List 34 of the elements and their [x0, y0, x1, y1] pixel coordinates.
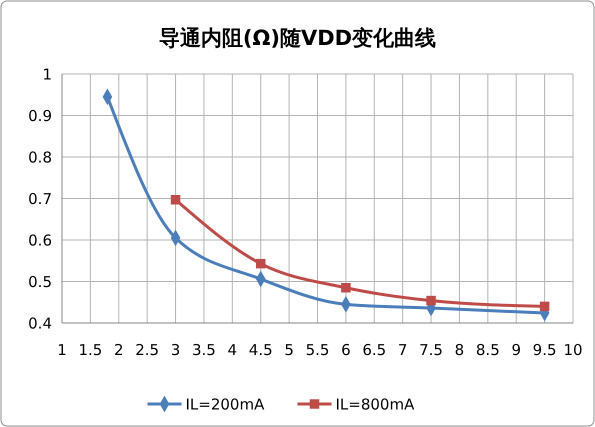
x-tick-label: 6.5: [362, 341, 386, 359]
x-tick-label: 5.5: [306, 341, 330, 359]
x-tick-label: 9.5: [532, 341, 557, 359]
y-tick-label: 0.9: [28, 106, 52, 125]
x-tick-label: 9: [511, 341, 521, 359]
x-tick-label: 7: [398, 341, 408, 359]
y-tick-label: 1: [42, 65, 52, 84]
legend-label: IL=800mA: [336, 395, 416, 414]
point: [170, 195, 180, 204]
point: [256, 258, 266, 268]
x-tick-label: 3.5: [192, 341, 216, 359]
x-tick-label: 4.5: [248, 341, 273, 359]
y-tick-label: 0.7: [28, 190, 52, 208]
x-tick-label: 2: [114, 341, 124, 359]
chart-title: 导通内阻(Ω)随VDD变化曲线: [158, 26, 436, 50]
y-tick-label: 0.8: [28, 148, 52, 166]
y-tick-label: 0.4: [28, 314, 52, 332]
x-tick-label: 3: [170, 341, 180, 359]
point: [426, 296, 436, 306]
y-tick-label: 0.5: [28, 272, 52, 291]
x-tick-label: 7.5: [419, 341, 443, 359]
x-tick-label: 1.5: [78, 341, 102, 359]
legend-label: IL=200mA: [186, 395, 266, 414]
x-tick-label: 10: [563, 341, 583, 359]
point: [341, 282, 351, 292]
x-tick-label: 4: [228, 341, 238, 359]
y-tick-label: 0.6: [28, 231, 52, 250]
point: [540, 302, 550, 312]
x-tick-label: 1: [57, 341, 67, 359]
x-tick-label: 2.5: [135, 341, 160, 359]
x-tick-label: 8: [454, 341, 464, 359]
x-tick-label: 5: [284, 341, 294, 359]
x-tick-label: 8.5: [476, 341, 500, 359]
x-tick-label: 6: [341, 341, 351, 359]
